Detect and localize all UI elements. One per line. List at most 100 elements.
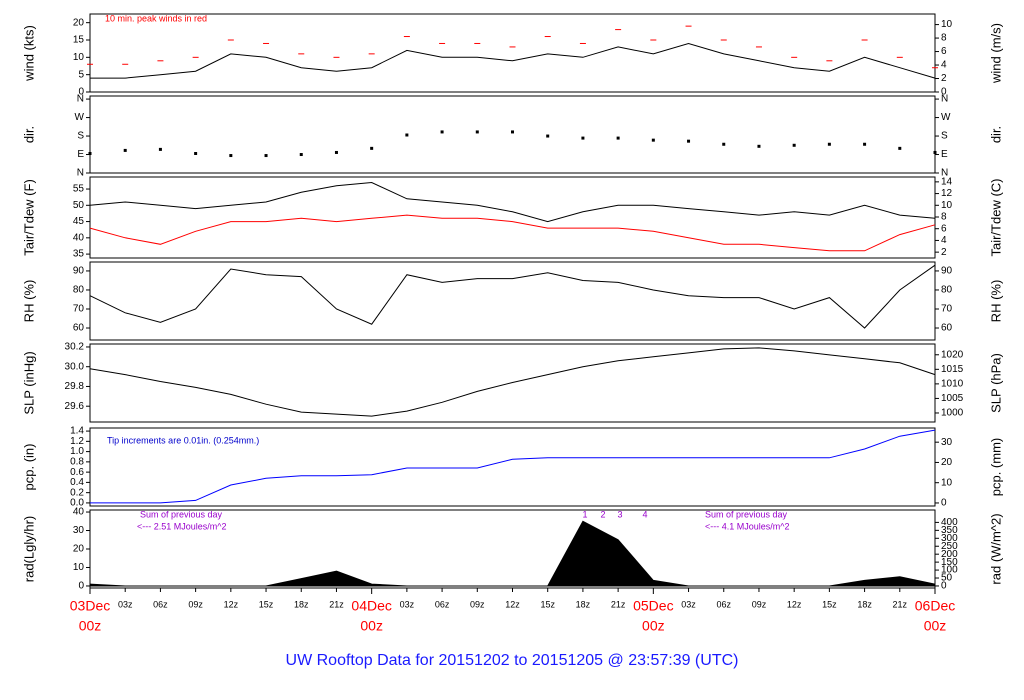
y-tick-label: 50 — [73, 200, 85, 211]
y2-tick-label: 150 — [941, 557, 958, 568]
line — [89, 214, 936, 252]
y-tick-label: 30.0 — [65, 361, 85, 372]
x-tick-label: 18z — [294, 599, 309, 609]
annotation: 10 min. peak winds in red — [105, 13, 207, 23]
y-axis-label: Tair/Tdew (F) — [21, 179, 36, 256]
y-axis-label: pcp. (in) — [21, 444, 36, 491]
x-day-label: 03Dec — [70, 598, 110, 614]
x-day-label: 06Dec — [915, 598, 955, 614]
y-tick-label: 35 — [73, 249, 85, 260]
panel-frame — [89, 343, 936, 423]
y-tick-label: 45 — [73, 216, 85, 227]
page-title: UW Rooftop Data for 20151202 to 20151205… — [286, 652, 739, 669]
x-tick-label: 09z — [470, 599, 485, 609]
y-tick-label: 15 — [73, 35, 85, 46]
y2-axis-label: dir. — [988, 126, 1003, 143]
y-tick-label: 29.8 — [65, 381, 85, 392]
x-day-label: 05Dec — [633, 598, 673, 614]
y-tick-label: 1.2 — [70, 436, 84, 447]
y2-tick-label: 2 — [941, 247, 947, 258]
annotation: Tip increments are 0.01in. (0.254mm.) — [107, 435, 259, 445]
y-tick-label: 0 — [78, 581, 84, 592]
y2-tick-label: 1005 — [941, 393, 964, 404]
x-tick-label: 15z — [540, 599, 555, 609]
x-tick-label: 09z — [188, 599, 203, 609]
y2-tick-label: N — [941, 168, 948, 179]
y2-tick-label: 20 — [941, 457, 953, 468]
y-tick-label: 0 — [78, 87, 84, 98]
y2-tick-label: 50 — [941, 573, 953, 584]
y2-axis-label: pcp. (mm) — [988, 438, 1003, 497]
marker-label: 4 — [642, 509, 647, 519]
x-tick-label: 03z — [400, 599, 415, 609]
y2-tick-label: 8 — [941, 212, 947, 223]
y-tick-label: 10 — [73, 562, 85, 573]
x-tick-label: 12z — [787, 599, 802, 609]
x-hour-label: 00z — [360, 618, 383, 634]
y2-axis-label: rad (W/m^2) — [988, 513, 1003, 584]
y2-tick-label: 300 — [941, 533, 958, 544]
y-tick-label: 0.0 — [70, 498, 84, 509]
x-hour-label: 00z — [924, 618, 947, 634]
y2-tick-label: 10 — [941, 19, 953, 30]
y-tick-label: 0.2 — [70, 487, 84, 498]
y-axis-label: SLP (inHg) — [21, 351, 36, 414]
y2-tick-label: 200 — [941, 549, 958, 560]
marker-label: 2 — [600, 509, 605, 519]
y2-tick-label: 1020 — [941, 349, 964, 360]
y2-tick-label: 100 — [941, 565, 958, 576]
y-axis-label: wind (kts) — [21, 25, 36, 82]
y2-tick-label: 1000 — [941, 408, 964, 419]
y-axis-label: dir. — [21, 126, 36, 143]
x-tick-label: 09z — [752, 599, 767, 609]
y-tick-label: W — [75, 112, 85, 123]
x-tick-label: 03z — [681, 599, 696, 609]
y-tick-label: 5 — [78, 69, 84, 80]
y2-tick-label: 10 — [941, 200, 953, 211]
x-tick-label: 21z — [329, 599, 344, 609]
annotation: <--- 2.51 MJoules/m^2 — [137, 521, 227, 531]
line — [90, 429, 936, 504]
y2-tick-label: 14 — [941, 177, 953, 188]
y2-axis-label: wind (m/s) — [988, 23, 1003, 84]
panel-frame — [89, 95, 936, 174]
y-tick-label: S — [77, 131, 84, 142]
y-axis-label: rad(Lgly/hr) — [21, 516, 36, 582]
y2-axis-label: SLP (hPa) — [988, 353, 1003, 413]
y-tick-label: 40 — [73, 232, 85, 243]
x-tick-label: 15z — [259, 599, 274, 609]
y-tick-label: N — [77, 94, 84, 105]
y2-tick-label: W — [941, 112, 951, 123]
y-tick-label: 80 — [73, 285, 85, 296]
x-hour-label: 00z — [79, 618, 102, 634]
line — [89, 181, 936, 223]
x-tick-label: 18z — [576, 599, 591, 609]
y-tick-label: 20 — [73, 17, 85, 28]
y2-tick-label: N — [941, 94, 948, 105]
x-tick-label: 15z — [822, 599, 837, 609]
x-tick-label: 18z — [857, 599, 872, 609]
line — [89, 347, 936, 417]
y-tick-label: 40 — [73, 507, 85, 518]
y2-tick-label: 70 — [941, 304, 953, 315]
y2-tick-label: 250 — [941, 541, 958, 552]
x-tick-label: 21z — [893, 599, 908, 609]
y2-tick-label: 4 — [941, 235, 947, 246]
y-tick-label: 30 — [73, 525, 85, 536]
line — [89, 264, 936, 329]
x-day-label: 04Dec — [351, 598, 391, 614]
annotation: Sum of previous day — [140, 509, 223, 519]
y-tick-label: 30.2 — [65, 342, 85, 353]
panel-frame — [89, 176, 936, 259]
y2-tick-label: E — [941, 149, 948, 160]
y2-tick-label: 90 — [941, 266, 953, 277]
y-tick-label: 1.4 — [70, 426, 84, 437]
y2-tick-label: 8 — [941, 33, 947, 44]
y2-tick-label: 0 — [941, 581, 947, 592]
y2-tick-label: 2 — [941, 73, 947, 84]
annotation: Sum of previous day — [705, 509, 788, 519]
y2-tick-label: 1010 — [941, 379, 964, 390]
x-tick-label: 06z — [716, 599, 731, 609]
y-tick-label: 29.6 — [65, 401, 85, 412]
